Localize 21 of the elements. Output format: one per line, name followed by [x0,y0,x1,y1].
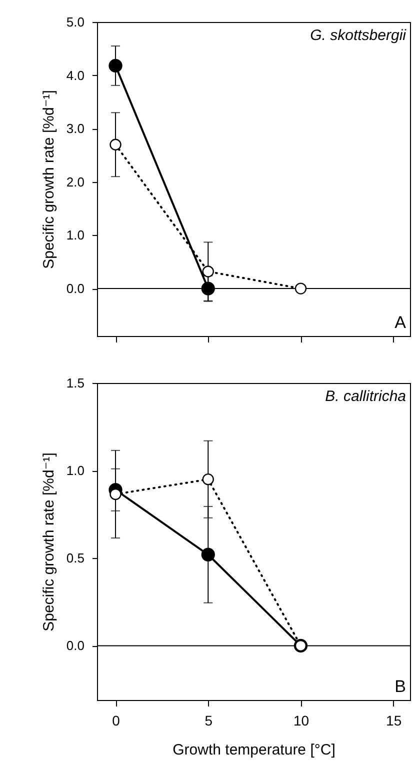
x-tick-label: 0 [112,712,120,728]
y-tick-label: 4.0 [66,68,84,83]
annotation: B. callitricha [325,388,406,405]
y-tick-label: 0.0 [66,638,84,654]
y-tick-label: 1.0 [66,228,84,243]
y-tick-label: 1.5 [66,376,84,390]
y-tick-label: 0.5 [66,550,84,566]
y-tick-label: 2.0 [66,174,84,190]
y-axis-title: Specific growth rate [%d⁻¹] [40,90,58,269]
x-tick-label: 15 [386,712,402,728]
y-tick-label: 3.0 [66,121,84,136]
y-tick-label: 5.0 [66,14,84,30]
annotation: A [394,313,407,332]
y-tick-label: 0.0 [66,281,84,296]
x-axis-title: Growth temperature [°C] [172,742,336,758]
x-tick-label: 10 [293,712,310,728]
y-tick-label: 1.0 [66,463,84,478]
annotation: B [394,677,406,696]
x-tick-label: 5 [204,712,213,728]
annotation: G. skottsbergii [310,27,407,44]
y-axis-title: Specific growth rate [%d⁻¹] [40,452,58,632]
